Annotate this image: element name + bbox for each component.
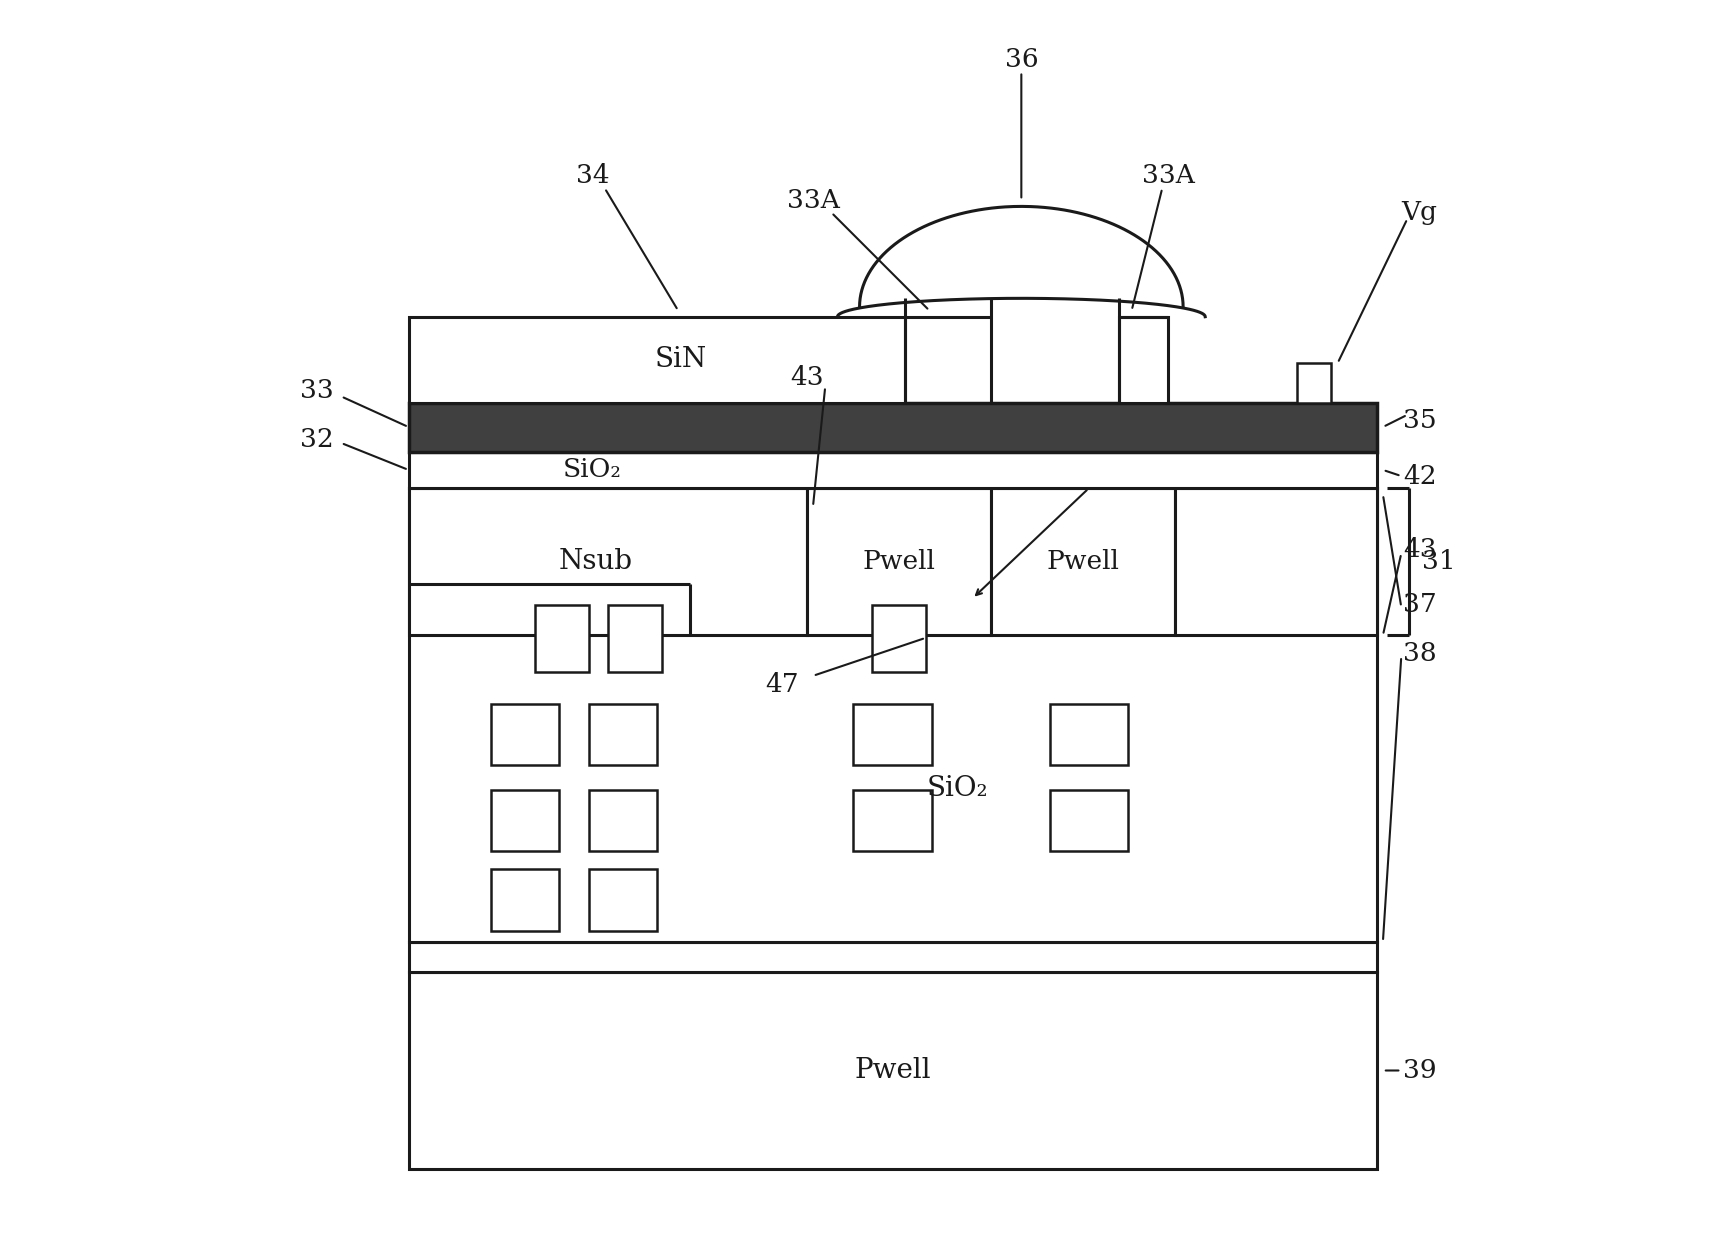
Bar bbox=[491, 705, 558, 765]
Bar bbox=[588, 870, 656, 930]
Bar bbox=[491, 870, 558, 930]
Bar bbox=[588, 705, 656, 765]
Text: 33A: 33A bbox=[1141, 163, 1194, 189]
Text: SiO₂: SiO₂ bbox=[563, 458, 622, 482]
Bar bbox=[408, 942, 1377, 972]
Bar bbox=[491, 790, 558, 851]
Bar bbox=[608, 605, 662, 673]
Text: 42: 42 bbox=[1403, 464, 1435, 489]
Bar bbox=[1296, 363, 1330, 402]
Bar bbox=[408, 489, 1377, 942]
Bar bbox=[534, 605, 588, 673]
Bar bbox=[1049, 705, 1127, 765]
Text: Vg: Vg bbox=[1401, 200, 1437, 225]
Bar bbox=[588, 790, 656, 851]
Text: 43: 43 bbox=[1403, 537, 1435, 563]
Text: SiN: SiN bbox=[655, 346, 706, 373]
Bar bbox=[408, 402, 1377, 452]
Text: Pwell: Pwell bbox=[862, 549, 934, 574]
Text: 47: 47 bbox=[765, 671, 799, 697]
Text: 36: 36 bbox=[1005, 47, 1037, 72]
Bar bbox=[408, 972, 1377, 1169]
Text: 43: 43 bbox=[789, 365, 824, 390]
Text: 38: 38 bbox=[1403, 642, 1435, 666]
Text: Pwell: Pwell bbox=[855, 1058, 930, 1083]
Bar bbox=[853, 790, 932, 851]
Bar bbox=[1173, 489, 1377, 636]
Text: 37: 37 bbox=[1403, 592, 1435, 617]
Bar bbox=[1049, 790, 1127, 851]
Text: 32: 32 bbox=[300, 427, 333, 452]
Bar bbox=[408, 317, 905, 402]
Text: 34: 34 bbox=[575, 163, 608, 189]
Text: 33A: 33A bbox=[786, 188, 839, 212]
Bar bbox=[872, 605, 925, 673]
Text: SiO₂: SiO₂ bbox=[925, 775, 987, 802]
Bar bbox=[806, 489, 991, 636]
Bar bbox=[408, 489, 806, 636]
Bar bbox=[853, 705, 932, 765]
Text: Nsub: Nsub bbox=[558, 548, 632, 575]
Text: 35: 35 bbox=[1403, 408, 1435, 433]
Text: 31: 31 bbox=[1421, 549, 1456, 574]
Text: 39: 39 bbox=[1403, 1058, 1435, 1083]
Text: 33: 33 bbox=[300, 378, 333, 402]
Bar bbox=[991, 489, 1173, 636]
Bar bbox=[408, 452, 1377, 489]
Bar bbox=[1118, 317, 1168, 402]
Text: Pwell: Pwell bbox=[1046, 549, 1118, 574]
